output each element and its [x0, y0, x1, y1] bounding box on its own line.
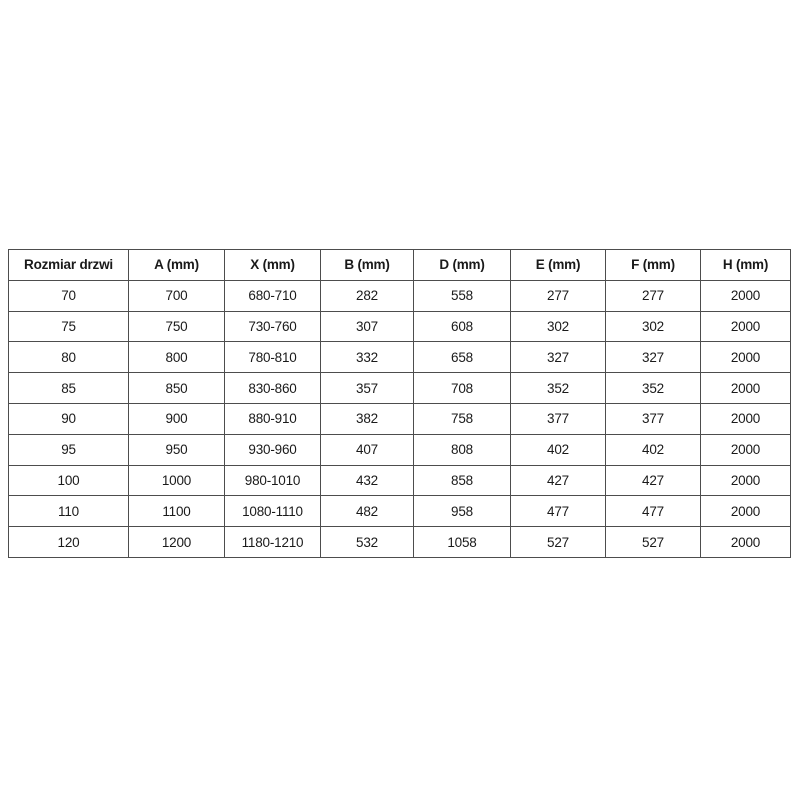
- table-cell: 402: [510, 433, 606, 466]
- table-cell: 352: [605, 372, 701, 404]
- table-cell: 2000: [700, 526, 791, 558]
- table-cell: 277: [510, 279, 606, 312]
- table-cell: 1000: [128, 464, 225, 497]
- table-cell: 95: [8, 433, 129, 466]
- table-cell: 532: [320, 526, 414, 558]
- table-cell: 407: [320, 433, 414, 466]
- column-header-7: H (mm): [700, 249, 791, 281]
- table-cell: 2000: [700, 433, 791, 466]
- table-cell: 302: [510, 310, 606, 343]
- table-cell: 850: [128, 372, 225, 404]
- column-header-6: F (mm): [605, 249, 701, 281]
- table-cell: 282: [320, 279, 414, 312]
- table-cell: 432: [320, 464, 414, 497]
- column-header-2: X (mm): [224, 249, 321, 281]
- table-cell: 1058: [413, 526, 511, 558]
- table-cell: 427: [510, 464, 606, 497]
- table-body: 70 700 680-710 282 558 277 277 2000 75 750 730-760…: [8, 279, 791, 558]
- table-row: 85 850 830-860 357 708 352 352 2000: [8, 372, 791, 404]
- table-cell: 120: [8, 526, 129, 558]
- table-cell: 680-710: [224, 279, 321, 312]
- table-cell: 402: [605, 433, 701, 466]
- table-row: 90 900 880-910 382 758 377 377 2000: [8, 402, 791, 435]
- table-cell: 2000: [700, 372, 791, 404]
- table-cell: 980-1010: [224, 464, 321, 497]
- table-cell: 1180-1210: [224, 526, 321, 558]
- table-cell: 482: [320, 495, 414, 528]
- table-cell: 332: [320, 341, 414, 374]
- specification-table-container: Rozmiar drzwi A (mm) X (mm) B (mm) D (mm) E (…: [8, 249, 791, 558]
- table-cell: 307: [320, 310, 414, 343]
- table-cell: 302: [605, 310, 701, 343]
- column-header-4: D (mm): [413, 249, 511, 281]
- table-cell: 930-960: [224, 433, 321, 466]
- column-header-0: Rozmiar drzwi: [8, 249, 129, 281]
- table-header-row: Rozmiar drzwi A (mm) X (mm) B (mm) D (mm) E (…: [8, 249, 791, 281]
- table-cell: 708: [413, 372, 511, 404]
- table-cell: 327: [510, 341, 606, 374]
- table-cell: 808: [413, 433, 511, 466]
- column-header-3: B (mm): [320, 249, 414, 281]
- table-cell: 730-760: [224, 310, 321, 343]
- table-cell: 70: [8, 279, 129, 312]
- table-cell: 1080-1110: [224, 495, 321, 528]
- table-cell: 2000: [700, 279, 791, 312]
- table-cell: 2000: [700, 310, 791, 343]
- table-cell: 527: [510, 526, 606, 558]
- table-cell: 477: [605, 495, 701, 528]
- table-cell: 880-910: [224, 402, 321, 435]
- table-cell: 658: [413, 341, 511, 374]
- table-cell: 277: [605, 279, 701, 312]
- table-row: 80 800 780-810 332 658 327 327 2000: [8, 341, 791, 374]
- table-cell: 800: [128, 341, 225, 374]
- table-cell: 357: [320, 372, 414, 404]
- table-row: 70 700 680-710 282 558 277 277 2000: [8, 279, 791, 312]
- table-cell: 2000: [700, 495, 791, 528]
- table-cell: 80: [8, 341, 129, 374]
- table-cell: 100: [8, 464, 129, 497]
- table-cell: 352: [510, 372, 606, 404]
- table-cell: 2000: [700, 341, 791, 374]
- table-cell: 85: [8, 372, 129, 404]
- table-cell: 758: [413, 402, 511, 435]
- table-cell: 750: [128, 310, 225, 343]
- table-row: 120 1200 1180-1210 532 1058 527 527 2000: [8, 526, 791, 558]
- table-cell: 427: [605, 464, 701, 497]
- table-cell: 110: [8, 495, 129, 528]
- table-row: 75 750 730-760 307 608 302 302 2000: [8, 310, 791, 343]
- table-cell: 377: [510, 402, 606, 435]
- table-cell: 90: [8, 402, 129, 435]
- table-row: 95 950 930-960 407 808 402 402 2000: [8, 433, 791, 466]
- column-header-1: A (mm): [128, 249, 225, 281]
- table-cell: 1100: [128, 495, 225, 528]
- table-cell: 527: [605, 526, 701, 558]
- table-header: Rozmiar drzwi A (mm) X (mm) B (mm) D (mm) E (…: [8, 249, 791, 281]
- table-row: 100 1000 980-1010 432 858 427 427 2000: [8, 464, 791, 497]
- table-cell: 1200: [128, 526, 225, 558]
- table-cell: 377: [605, 402, 701, 435]
- column-header-5: E (mm): [510, 249, 606, 281]
- table-cell: 830-860: [224, 372, 321, 404]
- table-cell: 2000: [700, 464, 791, 497]
- table-cell: 558: [413, 279, 511, 312]
- table-cell: 958: [413, 495, 511, 528]
- table-cell: 900: [128, 402, 225, 435]
- table-cell: 327: [605, 341, 701, 374]
- table-cell: 950: [128, 433, 225, 466]
- table-cell: 858: [413, 464, 511, 497]
- table-cell: 608: [413, 310, 511, 343]
- table-cell: 75: [8, 310, 129, 343]
- table-cell: 780-810: [224, 341, 321, 374]
- table-cell: 382: [320, 402, 414, 435]
- door-size-dimensions-table: Rozmiar drzwi A (mm) X (mm) B (mm) D (mm) E (…: [8, 249, 791, 558]
- table-row: 110 1100 1080-1110 482 958 477 477 2000: [8, 495, 791, 528]
- table-cell: 477: [510, 495, 606, 528]
- table-cell: 2000: [700, 402, 791, 435]
- table-cell: 700: [128, 279, 225, 312]
